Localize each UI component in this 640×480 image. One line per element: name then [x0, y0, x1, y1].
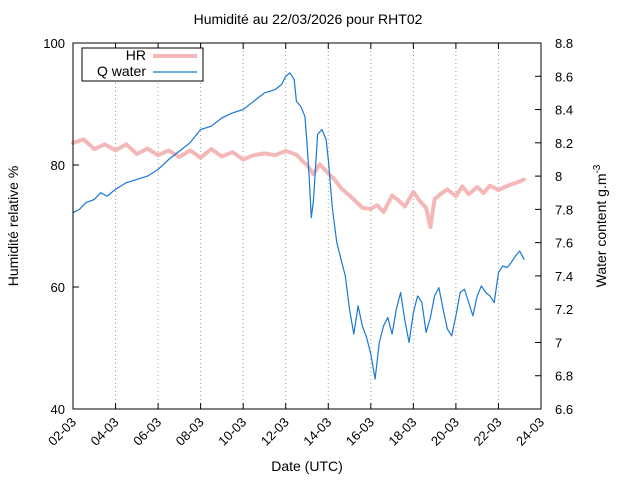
- x-tick-label: 08-03: [173, 415, 207, 449]
- y2-tick-label: 8.2: [555, 136, 573, 151]
- y2-tick-label: 7.4: [555, 269, 573, 284]
- x-tick-label: 02-03: [45, 415, 79, 449]
- series-line-q-water: [72, 72, 525, 380]
- y-tick-label: 100: [43, 36, 65, 51]
- series-line-hr: [71, 137, 526, 230]
- y2-tick-label: 6.8: [555, 369, 573, 384]
- x-tick-label: 18-03: [385, 415, 419, 449]
- y2-tick-label: 7.8: [555, 202, 573, 217]
- x-tick-label: 10-03: [215, 415, 249, 449]
- y-tick-label: 40: [51, 402, 65, 417]
- legend-label-q-water: Q water: [97, 63, 146, 79]
- chart-title: Humidité au 22/03/2026 pour RHT02: [194, 11, 423, 27]
- legend: HR Q water: [81, 47, 204, 82]
- y2-tick-label: 6.6: [555, 402, 573, 417]
- x-tick-label: 12-03: [258, 415, 292, 449]
- y2-tick-label: 8.8: [555, 36, 573, 51]
- plot-border: [72, 42, 542, 410]
- y2-axis-title: Water content g.m-3: [592, 164, 609, 287]
- series-layer: [71, 72, 526, 380]
- y2-tick-label: 7.6: [555, 236, 573, 251]
- x-tick-label: 06-03: [130, 415, 164, 449]
- y2-tick-label: 8: [555, 169, 562, 184]
- y2-tick-label: 8.6: [555, 69, 573, 84]
- y2-axis-title-superscript: -3: [592, 164, 603, 173]
- x-tick-label: 04-03: [88, 415, 122, 449]
- x-tick-label: 24-03: [513, 415, 547, 449]
- x-axis-title: Date (UTC): [271, 458, 343, 474]
- y2-tick-label: 7.2: [555, 302, 573, 317]
- plot-frame: [72, 42, 542, 410]
- axis-ticks: 02-03 04-03 06-03 08-03 10-03 12-03 14-03 16-03…: [43, 36, 573, 449]
- y2-axis-title-main: Water content g.m: [593, 174, 609, 288]
- grid-lines: [115, 43, 499, 409]
- y2-tick-label: 8.4: [555, 103, 573, 118]
- legend-label-hr: HR: [126, 47, 146, 63]
- legend-box: [81, 47, 204, 82]
- y-axis-title: Humidité relative %: [5, 166, 21, 287]
- x-tick-label: 22-03: [470, 415, 504, 449]
- y2-tick-label: 7: [555, 335, 562, 350]
- y-tick-label: 80: [51, 158, 65, 173]
- y-tick-label: 60: [51, 280, 65, 295]
- x-tick-label: 20-03: [428, 415, 462, 449]
- x-tick-label: 14-03: [300, 415, 334, 449]
- x-tick-label: 16-03: [343, 415, 377, 449]
